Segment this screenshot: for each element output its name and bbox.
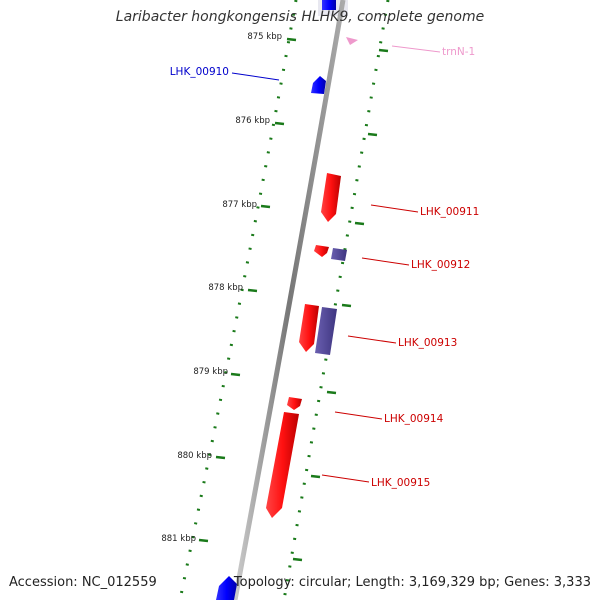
tick-right-881: [292, 557, 303, 562]
feature-LHK_00914[interactable]: [287, 397, 302, 410]
genome-backbone: [232, 0, 346, 600]
leader-LHK_00912: [361, 257, 410, 266]
leader-LHK_00911: [370, 204, 419, 213]
feature-LHK_00915[interactable]: [266, 412, 299, 518]
feature-LHK_00912-other[interactable]: [331, 248, 347, 261]
tick-right-876: [367, 132, 378, 137]
tick-label-875: 875 kbp: [247, 32, 282, 42]
feature-LHK_00912[interactable]: [314, 245, 329, 257]
ruler-dots-right: [282, 0, 390, 600]
leader-LHK_00913: [347, 335, 397, 344]
tick-879: [230, 372, 241, 377]
kbp-ticks-left: [198, 37, 297, 543]
tick-right-878: [341, 303, 352, 308]
leader-LHK_00914: [334, 411, 383, 420]
feature-LHK_00913-other[interactable]: [315, 307, 337, 355]
tick-right-880: [310, 474, 321, 479]
tick-876: [274, 121, 285, 126]
accession-text: Accession: NC_012559: [9, 575, 157, 590]
label-LHK_00913: LHK_00913: [398, 337, 457, 349]
tick-right-875: [378, 48, 389, 53]
tick-label-877: 877 kbp: [222, 200, 257, 210]
gene-arrow-bottom-clipped: [216, 576, 237, 600]
tick-878: [247, 288, 258, 293]
leader-LHK_00910: [231, 72, 280, 81]
tick-label-878: 878 kbp: [208, 283, 243, 293]
tick-right-879: [326, 390, 337, 395]
label-LHK_00912: LHK_00912: [411, 259, 470, 271]
tick-label-879: 879 kbp: [193, 367, 228, 377]
label-trnN-1: trnN-1: [442, 46, 475, 58]
tick-881: [198, 538, 209, 543]
feature-LHK_00913[interactable]: [299, 304, 319, 352]
tick-right-877: [354, 221, 365, 226]
label-LHK_00910: LHK_00910: [170, 66, 229, 78]
feature-trnN-1[interactable]: [346, 37, 358, 45]
label-LHK_00914: LHK_00914: [384, 413, 444, 425]
label-LHK_00911: LHK_00911: [420, 206, 479, 218]
gene-arrow-top-clipped: [322, 0, 336, 10]
tick-877: [260, 204, 271, 209]
label-LHK_00915: LHK_00915: [371, 477, 430, 489]
feature-LHK_00911[interactable]: [321, 173, 341, 222]
kbp-ticks-right: [292, 48, 389, 562]
tick-label-881: 881 kbp: [161, 534, 196, 544]
tick-label-876: 876 kbp: [235, 116, 270, 126]
leader-trnN-1: [391, 45, 441, 53]
tick-label-880: 880 kbp: [177, 451, 212, 461]
tick-875: [286, 37, 297, 42]
tick-880: [215, 455, 226, 460]
map-title: Laribacter hongkongensis HLHK9, complete…: [115, 9, 485, 25]
feature-LHK_00910[interactable]: [311, 76, 326, 94]
genome-summary-text: Topology: circular; Length: 3,169,329 bp…: [233, 575, 591, 590]
leader-LHK_00915: [321, 474, 370, 483]
